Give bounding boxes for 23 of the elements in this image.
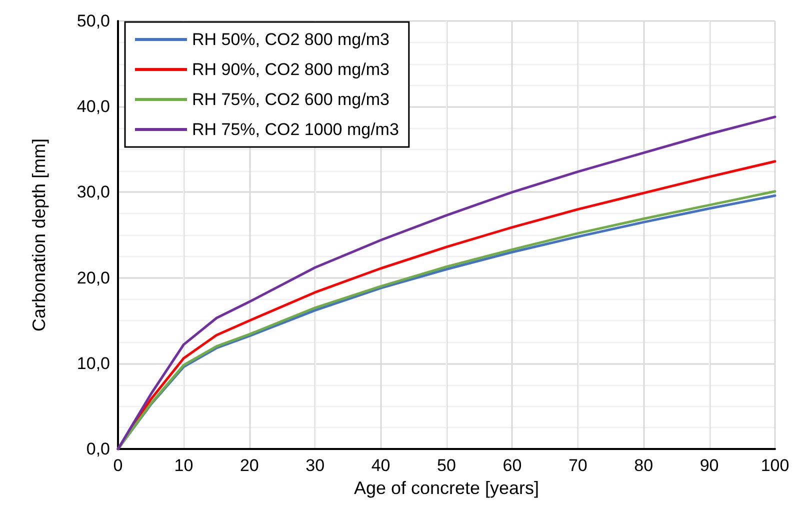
x-tick-label: 20	[240, 456, 259, 475]
y-tick-label: 0,0	[86, 440, 110, 458]
x-tick-label: 30	[306, 456, 325, 475]
y-tick-label: 30,0	[76, 182, 110, 202]
x-tick-label: 40	[371, 456, 390, 475]
y-tick-label: 20,0	[76, 268, 110, 288]
x-axis-title: Age of concrete [years]	[354, 478, 540, 498]
x-tick-label: 10	[174, 456, 194, 475]
x-tick-label: 70	[568, 456, 588, 475]
y-tick-label: 10,0	[76, 354, 110, 373]
y-axis-title: Carbonation depth [mm]	[29, 138, 49, 332]
y-tick-label: 50,0	[76, 12, 110, 30]
y-tick-label: 40,0	[76, 97, 110, 116]
legend-label: RH 90%, CO2 800 mg/m3	[192, 60, 390, 79]
x-tick-label: 60	[502, 456, 522, 475]
legend-label: RH 50%, CO2 800 mg/m3	[192, 30, 390, 49]
x-tick-label: 80	[634, 456, 654, 475]
x-tick-label: 0	[113, 456, 123, 475]
x-tick-label: 90	[700, 456, 719, 475]
x-tick-label: 100	[760, 456, 790, 475]
legend-label: RH 75%, CO2 1000 mg/m3	[192, 120, 399, 139]
legend-label: RH 75%, CO2 600 mg/m3	[192, 90, 390, 109]
x-tick-label: 50	[437, 456, 456, 475]
